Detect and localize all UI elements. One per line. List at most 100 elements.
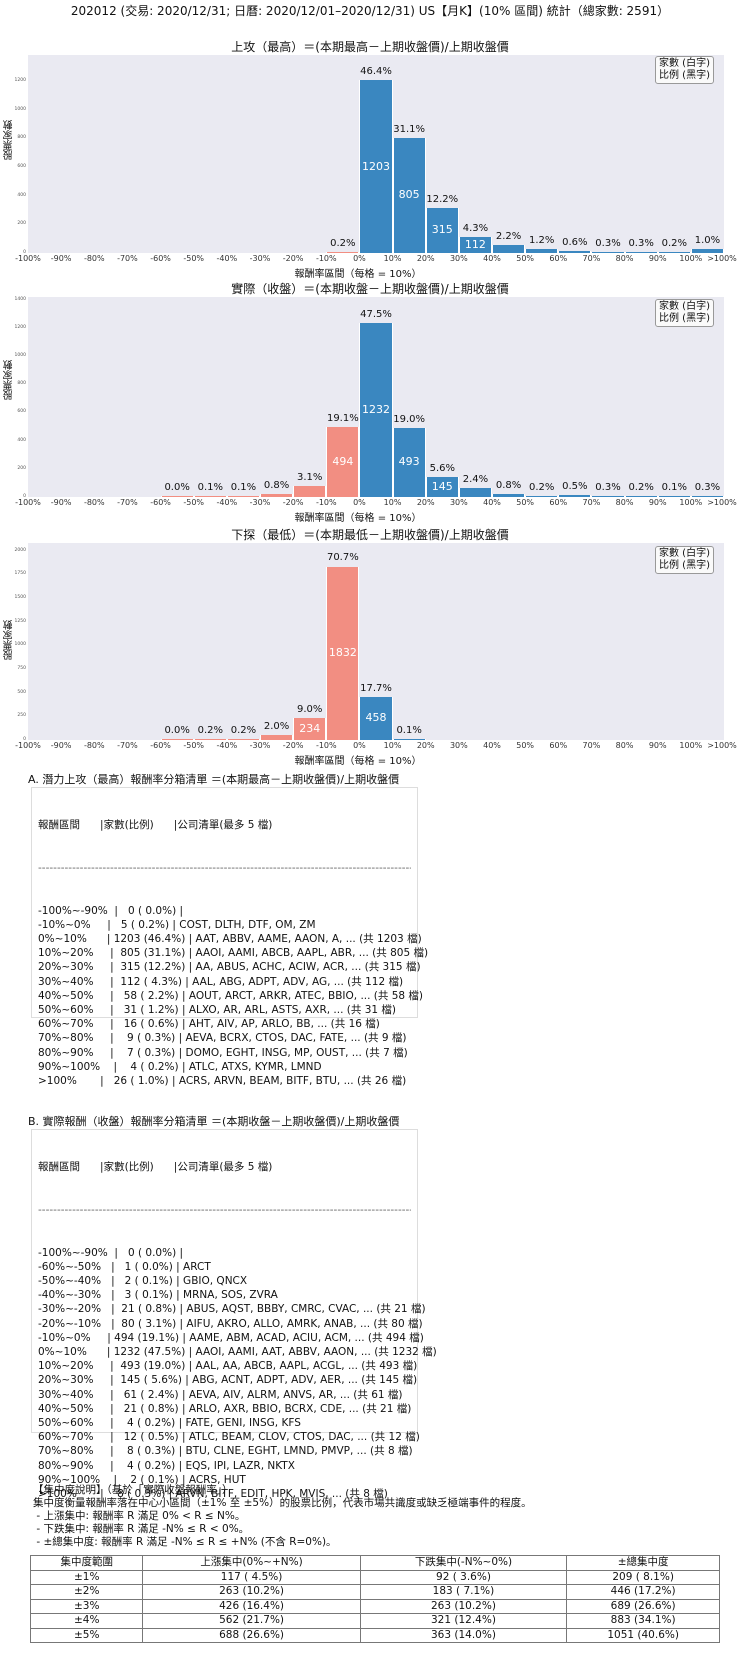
x-tick-label: -60% bbox=[150, 741, 171, 750]
table-cell: ±5% bbox=[29, 1627, 144, 1643]
bar bbox=[226, 738, 260, 740]
bar bbox=[260, 494, 294, 497]
list-a-separator: ----------------------------------------… bbox=[38, 862, 411, 875]
list-item: 10%~20% | 493 (19.0%) | AAL, AA, ABCB, A… bbox=[38, 1360, 418, 1373]
bar-percent-label: 0.2% bbox=[197, 724, 223, 736]
table-cell: ±2% bbox=[29, 1584, 144, 1600]
bar-count-label: 234 bbox=[299, 721, 321, 735]
y-tick-label: 2000 bbox=[14, 547, 26, 553]
table-header-cell: 上漲集中(0%~+N%) bbox=[142, 1555, 361, 1571]
list-item: >100% | 8 ( 0.3%) | ARVN, BITF, EDIT, HP… bbox=[38, 1488, 388, 1501]
list-item: -40%~-30% | 3 ( 0.1%) | MRNA, SOS, ZVRA bbox=[38, 1289, 278, 1302]
list-item: 30%~40% | 112 ( 4.3%) | AAL, ABG, ADPT, … bbox=[38, 975, 404, 988]
list-item: -60%~-50% | 1 ( 0.0%) | ARCT bbox=[38, 1260, 211, 1273]
y-tick-label: 0 bbox=[23, 250, 26, 255]
bar bbox=[525, 495, 559, 497]
bar-percent-label: 0.0% bbox=[164, 481, 190, 493]
x-tick-label: -20% bbox=[282, 498, 304, 507]
x-tick-label: -30% bbox=[249, 254, 271, 263]
list-item: 30%~40% | 61 ( 2.4%) | AEVA, AIV, ALRM, … bbox=[38, 1388, 403, 1401]
chart-3-legend: 家數 (白字) 比例 (黑字) bbox=[655, 546, 714, 574]
chart-3-xlabel: 報酬率區間（每格 = 10%） bbox=[294, 756, 422, 767]
bar bbox=[293, 485, 327, 497]
x-tick-label: 0% bbox=[353, 741, 366, 750]
list-item: 70%~80% | 8 ( 0.3%) | BTU, CLNE, EGHT, L… bbox=[38, 1445, 413, 1458]
x-tick-label: 20% bbox=[416, 741, 435, 750]
bar-percent-label: 0.2% bbox=[529, 481, 555, 493]
bar-count-label: 458 bbox=[365, 711, 387, 725]
x-tick-label: -70% bbox=[117, 741, 138, 750]
x-tick-label: -80% bbox=[83, 741, 105, 750]
x-tick-label: -10% bbox=[315, 498, 337, 507]
x-tick-label: 80% bbox=[615, 498, 634, 507]
chart-3-title: 下探（最低）＝(本期最低－上期收盤價)/上期收盤價 bbox=[231, 528, 509, 542]
x-tick-label: -40% bbox=[216, 254, 238, 263]
bar-percent-label: 0.3% bbox=[595, 237, 621, 249]
table-row: ±4% 562 (21.7%) 321 (12.4%) 883 (34.1%) bbox=[29, 1613, 720, 1629]
x-tick-label: 70% bbox=[582, 741, 601, 750]
x-tick-label: 100% bbox=[679, 498, 703, 507]
bar-count-label: 1232 bbox=[361, 403, 390, 417]
x-tick-label: >100% bbox=[707, 741, 737, 750]
list-item: -50%~-40% | 2 ( 0.1%) | GBIO, QNCX bbox=[38, 1275, 248, 1288]
x-tick-label: 10% bbox=[383, 254, 402, 263]
bar bbox=[591, 251, 625, 253]
x-tick-label: -80% bbox=[83, 254, 105, 263]
concentration-desc: 集中度衡量報酬率落在中心小區間（±1% 至 ±5%）的股票比例，代表市場共識度或… bbox=[33, 1497, 532, 1509]
list-item: 50%~60% | 31 ( 1.2%) | ALXO, AR, ARL, AS… bbox=[38, 1004, 397, 1017]
x-tick-label: -50% bbox=[183, 254, 205, 263]
x-tick-label: 50% bbox=[516, 498, 535, 507]
bar-percent-label: 0.0% bbox=[164, 724, 190, 736]
x-tick-label: 40% bbox=[483, 254, 501, 263]
bar bbox=[458, 488, 492, 497]
concentration-table: 集中度範圍 上漲集中(0%~+N%) 下跌集中(-N%~0%) ±總集中度 ±1% 11… bbox=[29, 1555, 720, 1643]
bar-percent-label: 17.7% bbox=[360, 682, 392, 694]
x-tick-label: 40% bbox=[483, 741, 501, 750]
legend-ratio-label: 比例 (黑字) bbox=[659, 70, 710, 81]
bar-percent-label: 0.3% bbox=[628, 237, 654, 249]
table-cell: 1051 (40.6%) bbox=[566, 1627, 720, 1643]
list-item: >100% | 26 ( 1.0%) | ACRS, ARVN, BEAM, B… bbox=[38, 1075, 407, 1088]
x-tick-label: >100% bbox=[707, 254, 737, 263]
list-item: 50%~60% | 4 ( 0.2%) | FATE, GENI, INSG, … bbox=[38, 1417, 301, 1430]
x-tick-label: 90% bbox=[648, 741, 667, 750]
bar bbox=[193, 738, 227, 740]
x-tick-label: 50% bbox=[516, 741, 535, 750]
x-tick-label: 20% bbox=[416, 254, 435, 263]
list-item: 0%~10% | 1203 (46.4%) | AAT, ABBV, AAME,… bbox=[38, 933, 422, 946]
x-tick-label: 100% bbox=[679, 254, 703, 263]
bar bbox=[591, 495, 625, 497]
y-tick-label: 600 bbox=[17, 163, 26, 169]
y-tick-label: 400 bbox=[17, 437, 26, 443]
list-item: 40%~50% | 58 ( 2.2%) | AOUT, ARCT, ARKR,… bbox=[38, 989, 424, 1002]
x-tick-label: 80% bbox=[615, 741, 634, 750]
bar bbox=[657, 251, 691, 253]
bar-percent-label: 5.6% bbox=[429, 462, 455, 474]
list-b-rows: -100%~-90% | 0 ( 0.0%) | -60%~-50% | 1 ( … bbox=[38, 1246, 437, 1502]
x-tick-label: 100% bbox=[679, 741, 703, 750]
bar-percent-label: 12.2% bbox=[426, 193, 459, 205]
x-tick-label: -90% bbox=[50, 741, 72, 750]
table-cell: 263 (10.2%) bbox=[142, 1584, 361, 1600]
x-tick-label: -50% bbox=[183, 498, 205, 507]
bar bbox=[690, 249, 724, 253]
list-a-title: A. 潛力上攻（最高）報酬率分箱清單 ＝(本期最高－上期收盤價)/上期收盤價 bbox=[28, 773, 400, 786]
x-tick-label: -40% bbox=[216, 498, 238, 507]
bar bbox=[690, 495, 724, 497]
concentration-bullet: - 下跌集中: 報酬率 R 滿足 -N% ≤ R < 0%。 bbox=[33, 1523, 250, 1535]
list-item: 80%~90% | 4 ( 0.2%) | EQS, IPI, LAZR, NK… bbox=[38, 1459, 295, 1472]
bar-percent-label: 19.1% bbox=[326, 413, 359, 425]
x-tick-label: -20% bbox=[282, 741, 304, 750]
bar-percent-label: 0.8% bbox=[263, 480, 290, 492]
x-tick-label: -10% bbox=[315, 254, 337, 263]
bar-percent-label: 0.2% bbox=[661, 237, 687, 249]
list-item: -100%~-90% | 0 ( 0.0%) | bbox=[38, 904, 184, 917]
table-cell: 689 (26.6%) bbox=[566, 1598, 720, 1614]
x-tick-label: 0% bbox=[353, 254, 366, 263]
x-tick-label: 90% bbox=[648, 498, 667, 507]
legend-count-label: 家數 (白字) bbox=[659, 301, 710, 312]
bar-count-label: 145 bbox=[431, 479, 453, 493]
bar-count-label: 494 bbox=[332, 455, 354, 469]
x-tick-label: >100% bbox=[707, 498, 737, 507]
x-tick-label: -100% bbox=[15, 254, 41, 263]
